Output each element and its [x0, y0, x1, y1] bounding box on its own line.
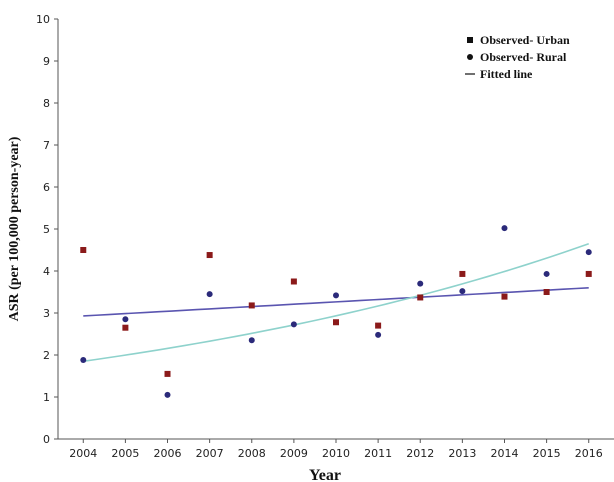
urban-point — [543, 289, 550, 295]
x-tick-label: 2012 — [406, 447, 434, 460]
y-tick-label: 10 — [36, 13, 50, 26]
urban-point — [80, 247, 87, 253]
urban-point — [417, 294, 424, 301]
rural-point — [164, 391, 171, 398]
legend-label: Fitted line — [480, 67, 533, 81]
y-tick-label: 9 — [43, 55, 50, 68]
fitted-lines — [83, 242, 589, 363]
legend-label: Observed- Urban — [480, 33, 570, 47]
urban-point — [164, 370, 171, 377]
y-axis-title: ASR (per 100,000 person-year) — [7, 136, 22, 321]
rural-point — [290, 321, 297, 328]
y-tick-label: 7 — [43, 139, 50, 152]
urban-point — [333, 319, 339, 326]
legend-square-icon — [467, 37, 473, 43]
urban-point — [206, 252, 213, 259]
y-tick-label: 2 — [43, 349, 50, 362]
rural-point — [333, 292, 339, 299]
rural-point — [417, 280, 424, 287]
y-tick-label: 0 — [43, 433, 50, 446]
rural-point — [80, 357, 87, 364]
x-tick-label: 2016 — [575, 447, 603, 460]
data-points — [80, 225, 592, 398]
rural-point — [543, 270, 550, 277]
y-tick-label: 4 — [43, 265, 50, 278]
x-tick-label: 2015 — [533, 447, 561, 460]
rural-point — [206, 291, 213, 298]
x-tick-label: 2006 — [154, 447, 182, 460]
rural-point — [248, 337, 255, 344]
tick-labels: 0 1 2 3 4 5 6 7 8 9 10 2004 2005 2006 2007 2008 2009 2010… — [36, 13, 603, 460]
fitted-line-linear — [83, 287, 589, 317]
axes — [54, 18, 614, 443]
y-tick-label: 5 — [43, 223, 50, 236]
urban-point — [375, 322, 382, 329]
legend-label: Observed- Rural — [480, 50, 567, 64]
rural-point — [459, 288, 466, 295]
fitted-line-exponential — [83, 242, 589, 363]
rural-point — [375, 331, 382, 338]
x-tick-label: 2013 — [448, 447, 476, 460]
x-tick-label: 2010 — [322, 447, 350, 460]
y-tick-label: 8 — [43, 97, 50, 110]
urban-point — [585, 270, 592, 277]
x-tick-label: 2009 — [280, 447, 308, 460]
x-tick-label: 2004 — [69, 447, 97, 460]
urban-point — [459, 270, 466, 277]
x-tick-label: 2007 — [196, 447, 224, 460]
x-tick-label: 2011 — [364, 447, 392, 460]
rural-point — [122, 316, 129, 323]
x-tick-label: 2014 — [490, 447, 518, 460]
legend-circle-icon — [467, 54, 473, 60]
urban-point — [290, 278, 297, 285]
y-tick-label: 1 — [43, 391, 50, 404]
urban-point — [122, 324, 129, 331]
y-tick-label: 6 — [43, 181, 50, 194]
rural-point — [585, 249, 592, 256]
y-tick-label: 3 — [43, 307, 50, 320]
urban-point — [501, 293, 508, 300]
legend: Observed- Urban Observed- Rural Fitted lin… — [465, 33, 570, 81]
x-axis-title: Year — [309, 467, 341, 482]
x-tick-label: 2008 — [238, 447, 266, 460]
x-tick-label: 2005 — [111, 447, 139, 460]
rural-point — [501, 225, 508, 232]
urban-point — [248, 302, 255, 309]
